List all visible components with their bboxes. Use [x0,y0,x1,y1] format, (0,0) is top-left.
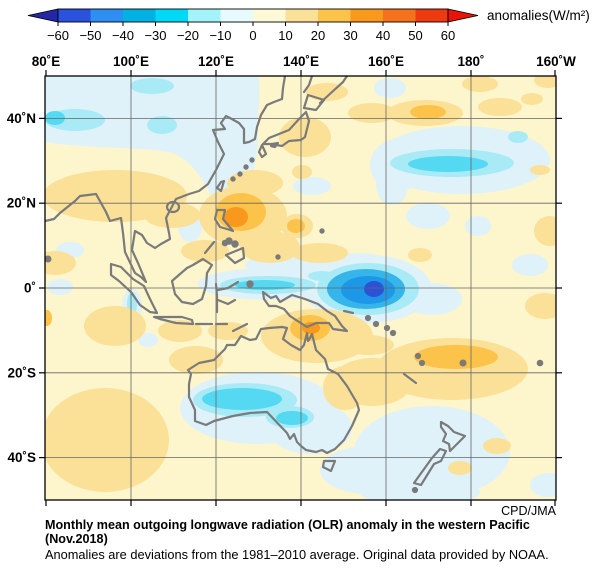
axis-ticks [39,70,562,506]
lon-axis-labels: 80˚E 100˚E 120˚E 140˚E 160˚E 180˚ 160˚W [32,54,576,69]
lon-axis-label: 180˚ [457,54,484,69]
colorbar-segment [188,9,221,22]
colorbar-tick-label: −20 [177,28,199,43]
lat-axis-label: 40˚S [7,450,36,465]
colorbar: −60 −50 −40 −30 −20 −10 0 10 20 30 40 50… [27,8,590,43]
colorbar-tick-label: 30 [343,28,357,43]
colorbar-tick-label: 50 [408,28,422,43]
grid-lines [45,76,556,500]
colorbar-segment [285,9,318,22]
anomaly-fill-cyan [45,111,488,425]
lat-axis-labels: 40˚N 20˚N 0˚ 20˚S 40˚S [7,111,36,465]
colorbar-tick-labels: −60 −50 −40 −30 −20 −10 0 10 20 30 40 50… [47,28,455,43]
colorbar-segment [90,9,123,22]
lon-axis-label: 120˚E [198,54,234,69]
anomaly-fill-royal-blue-core [364,281,384,297]
colorbar-segments [58,9,448,22]
lon-axis-label: 100˚E [113,54,149,69]
colorbar-tick-label: 0 [249,28,256,43]
lat-axis-label: 20˚S [7,365,36,380]
lon-axis-label: 160˚W [536,54,576,69]
lat-axis-label: 40˚N [7,111,36,126]
colorbar-segment [383,9,416,22]
colorbar-segment [318,9,351,22]
lon-axis-label: 80˚E [32,54,61,69]
colorbar-tick-label: 10 [278,28,292,43]
colorbar-segment [350,9,383,22]
anomaly-fill-tan [45,76,556,492]
colorbar-right-arrow [447,8,479,23]
caption-title-line1: Monthly mean outgoing longwave radiation… [45,518,530,532]
caption-title-line2: (Nov.2018) [45,532,108,546]
colorbar-segment [58,9,91,22]
colorbar-tick-label: 40 [376,28,390,43]
colorbar-tick-label: −50 [79,28,101,43]
credit-label: CPD/JMA [501,504,557,518]
caption-note: Anomalies are deviations from the 1981–2… [45,547,549,562]
colorbar-segment [155,9,188,22]
lat-axis-label: 0˚ [24,281,36,296]
colorbar-boundary-ticks [57,22,449,26]
colorbar-tick-label: 20 [311,28,325,43]
map-plot: 80˚E 100˚E 120˚E 140˚E 160˚E 180˚ 160˚W … [7,54,576,518]
colorbar-left-arrow [27,8,59,23]
colorbar-segment [220,9,253,22]
colorbar-segment [253,9,286,22]
lat-axis-label: 20˚N [7,196,36,211]
colorbar-tick-label: −30 [144,28,166,43]
colorbar-segment [123,9,156,22]
colorbar-segment [415,9,448,22]
lon-axis-label: 140˚E [283,54,319,69]
lon-axis-label: 160˚E [368,54,404,69]
colorbar-tick-label: −10 [209,28,231,43]
colorbar-title: anomalies(W/m²) [487,8,590,23]
colorbar-tick-label: −60 [47,28,69,43]
colorbar-tick-label: 60 [441,28,455,43]
coastlines [45,76,544,494]
colorbar-tick-label: −40 [112,28,134,43]
anomaly-fill-deep-orange [224,207,320,334]
